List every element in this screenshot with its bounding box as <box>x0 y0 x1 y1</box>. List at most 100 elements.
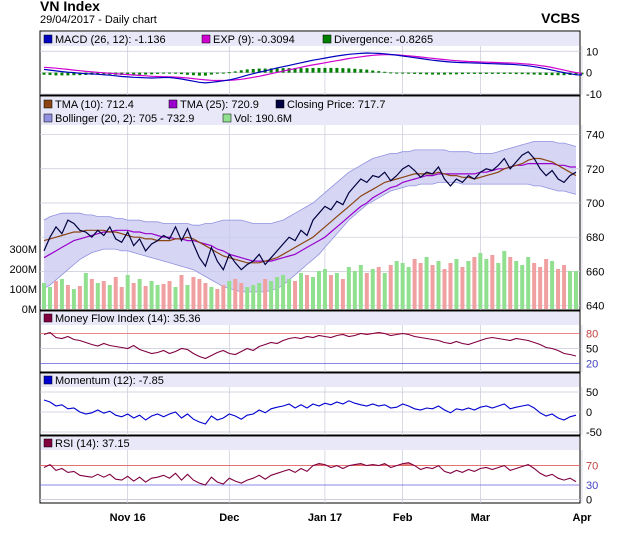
legend-label: Closing Price: 717.7 <box>287 99 385 111</box>
divergence-bar <box>233 71 237 73</box>
volume-bar <box>269 281 274 309</box>
divergence-bar <box>413 72 417 74</box>
volume-bar <box>251 285 256 309</box>
volume-bar <box>47 287 52 309</box>
divergence-bar <box>496 72 500 74</box>
volume-bar <box>149 281 154 309</box>
legend-label: EXP (9): -0.3094 <box>213 34 295 46</box>
divergence-bar <box>490 72 494 74</box>
divergence-bar <box>478 72 482 74</box>
divergence-bar <box>221 72 225 74</box>
divergence-bar <box>520 72 524 75</box>
volume-bar <box>107 285 112 309</box>
volume-bar <box>508 257 513 309</box>
volume-bar <box>59 279 64 309</box>
divergence-bar <box>317 67 321 73</box>
divergence-bar <box>257 68 261 73</box>
mfi-line <box>43 331 577 360</box>
volume-bar <box>442 269 447 309</box>
divergence-bar <box>102 72 106 75</box>
x-tick-label: Apr <box>573 512 593 524</box>
volume-bar <box>65 285 70 309</box>
legend-swatch <box>168 99 178 109</box>
volume-bar <box>538 267 543 309</box>
divergence-bar <box>407 72 411 74</box>
legend-label: MACD (26, 12): -1.136 <box>55 34 166 46</box>
volume-bar <box>370 269 375 309</box>
volume-bar <box>197 279 202 309</box>
volume-bar <box>322 269 327 309</box>
volume-tick-label: 0M <box>22 304 37 316</box>
macd-line <box>43 52 583 84</box>
volume-bar <box>227 281 232 309</box>
price-tick-label: 700 <box>586 198 604 210</box>
divergence-bar <box>508 72 512 74</box>
bollinger-band <box>44 141 576 292</box>
volume-bar <box>185 285 190 309</box>
volume-bar <box>42 283 46 309</box>
x-tick-label: Nov 16 <box>110 512 146 524</box>
volume-bar <box>364 273 369 309</box>
x-tick-label: Mar <box>471 512 491 524</box>
volume-bar <box>544 259 549 309</box>
volume-bar <box>310 277 315 309</box>
price-tick-label: 720 <box>586 164 604 176</box>
divergence-bar <box>209 72 213 75</box>
volume-bar <box>472 257 477 309</box>
price-tick-label: 640 <box>586 301 604 313</box>
legend-swatch <box>222 113 232 123</box>
divergence-bar <box>48 72 52 75</box>
divergence-bar <box>54 72 58 76</box>
volume-bar <box>406 267 411 309</box>
volume-bar <box>568 271 573 309</box>
divergence-bar <box>383 71 387 73</box>
divergence-bar <box>425 72 429 75</box>
volume-bar <box>316 271 321 309</box>
divergence-bar <box>215 72 219 74</box>
divergence-bar <box>132 72 136 75</box>
volume-bar <box>77 286 82 309</box>
divergence-bar <box>293 68 297 73</box>
divergence-bar <box>442 72 446 75</box>
mfi-tick-label: 20 <box>586 359 598 371</box>
volume-bar <box>131 283 136 309</box>
volume-bar <box>526 257 531 309</box>
divergence-bar <box>269 68 273 73</box>
divergence-bar <box>227 72 231 74</box>
price-tick-label: 680 <box>586 232 604 244</box>
momentum-tick-label: 50 <box>586 387 598 399</box>
volume-bar <box>496 263 501 309</box>
volume-bar <box>263 279 268 309</box>
divergence-bar <box>377 71 381 73</box>
divergence-bar <box>42 72 46 75</box>
volume-bar <box>400 263 405 309</box>
tma25-line <box>43 163 576 262</box>
volume-bar <box>550 261 555 309</box>
divergence-bar <box>574 72 578 75</box>
volume-bar <box>358 265 363 309</box>
volume-bar <box>287 279 292 309</box>
exp-line <box>43 54 583 82</box>
legend-swatch <box>201 34 211 44</box>
price-tick-label: 740 <box>586 130 604 142</box>
mfi-tick-label: 50 <box>586 344 598 356</box>
volume-bar <box>137 279 142 309</box>
divergence-bar <box>389 72 393 74</box>
volume-bar <box>352 271 357 309</box>
chart-subtitle: 29/04/2017 - Daily chart <box>40 14 157 26</box>
divergence-bar <box>454 72 458 75</box>
volume-bar <box>436 261 441 309</box>
divergence-bar <box>556 72 560 76</box>
volume-bar <box>334 273 339 309</box>
volume-bar <box>215 289 220 309</box>
divergence-bar <box>191 72 195 76</box>
divergence-bar <box>550 72 554 76</box>
macd-tick-label: 10 <box>586 46 598 58</box>
divergence-bar <box>66 72 70 76</box>
panel-2-legend-bg <box>41 312 579 325</box>
volume-bar <box>113 277 118 309</box>
x-tick-label: Dec <box>219 512 239 524</box>
divergence-bar <box>305 68 309 73</box>
volume-bar <box>125 275 130 309</box>
